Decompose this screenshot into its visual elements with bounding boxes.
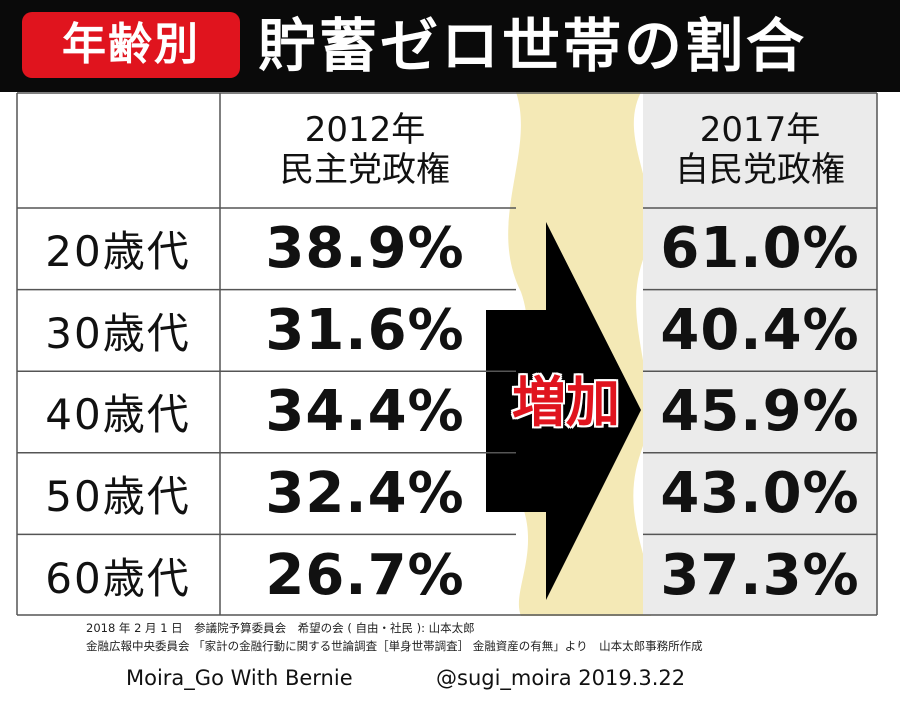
value-2012: 32.4% [265,461,465,527]
page-title: 貯蓄ゼロ世帯の割合 [258,12,808,80]
value-2017: 40.4% [660,297,860,363]
header-2012: 2012年 民主党政権 [220,100,510,200]
age-label: 20歳代 [45,227,191,277]
source-line-1: 2018 年 2 月 1 日 参議院予算委員会 希望の会 ( 自由・社民 ): … [86,621,475,635]
increase-label: 増加 [512,371,620,434]
age-label: 30歳代 [45,308,191,358]
credit-handle-date: @sugi_moira 2019.3.22 [436,666,686,690]
increase-arrow [486,222,641,600]
header-2017-regime: 自民党政権 [675,150,845,190]
value-2017: 61.0% [660,216,860,282]
header-2017: 2017年 自民党政権 [643,100,877,200]
age-label: 50歳代 [45,472,191,522]
category-badge: 年齢別 [22,12,240,78]
value-2012: 31.6% [265,297,465,363]
source-line-2: 金融広報中央委員会 「家計の金融行動に関する世論調査［単身世帯調査］ 金融資産の… [86,639,703,653]
header-2012-regime: 民主党政権 [280,150,450,190]
age-label: 60歳代 [45,553,191,603]
age-label: 40歳代 [45,390,191,440]
value-2017: 37.3% [660,542,860,608]
credit-author: Moira_Go With Bernie [126,666,353,690]
title-bar: 年齢別 貯蓄ゼロ世帯の割合 [0,0,900,92]
value-2012: 34.4% [265,379,465,445]
value-2017: 43.0% [660,461,860,527]
table-grid [16,92,878,616]
value-2012: 38.9% [265,216,465,282]
comparison-table: 2012年 民主党政権 2017年 自民党政権 20歳代 38.9% 61.0% 30… [16,92,878,616]
header-2017-year: 2017年 [699,110,821,150]
header-2012-year: 2012年 [304,110,426,150]
value-2017: 45.9% [660,379,860,445]
value-2012: 26.7% [265,542,465,608]
col-2017-bg [643,93,877,615]
